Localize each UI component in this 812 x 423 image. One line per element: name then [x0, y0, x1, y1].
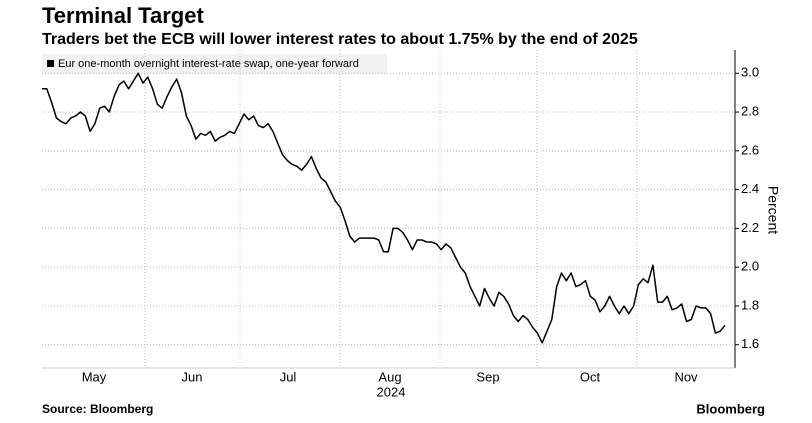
y-tick-label: 2.6	[741, 142, 759, 157]
y-axis-label: Percent	[765, 186, 781, 234]
x-tick-label: Jun	[182, 369, 203, 384]
legend-box	[42, 54, 387, 74]
logo: Bloomberg	[696, 401, 765, 416]
chart-subtitle: Traders bet the ECB will lower interest …	[42, 31, 638, 48]
y-tick-label: 1.8	[741, 297, 759, 312]
x-tick-label: Oct	[580, 369, 601, 384]
x-tick-label: Jul	[280, 369, 297, 384]
series-line	[42, 72, 726, 344]
y-tick-label: 2.4	[741, 181, 759, 196]
y-tick-label: 2.2	[741, 220, 759, 235]
x-tick-label: May	[82, 369, 107, 384]
y-tick-label: 3.0	[741, 65, 759, 80]
y-tick-label: 1.6	[741, 336, 759, 351]
x-tick-label: Sep	[476, 369, 499, 384]
source: Source: Bloomberg	[42, 402, 153, 416]
legend-swatch	[47, 60, 54, 67]
chart-title: Terminal Target	[42, 3, 204, 28]
x-tick-label: Nov	[674, 369, 698, 384]
x-tick-label: Aug	[378, 369, 401, 384]
y-tick-label: 2.0	[741, 259, 759, 274]
y-tick-label: 2.8	[741, 103, 759, 118]
x-year-label: 2024	[377, 384, 406, 399]
legend-label: Eur one-month overnight interest-rate sw…	[58, 58, 359, 70]
